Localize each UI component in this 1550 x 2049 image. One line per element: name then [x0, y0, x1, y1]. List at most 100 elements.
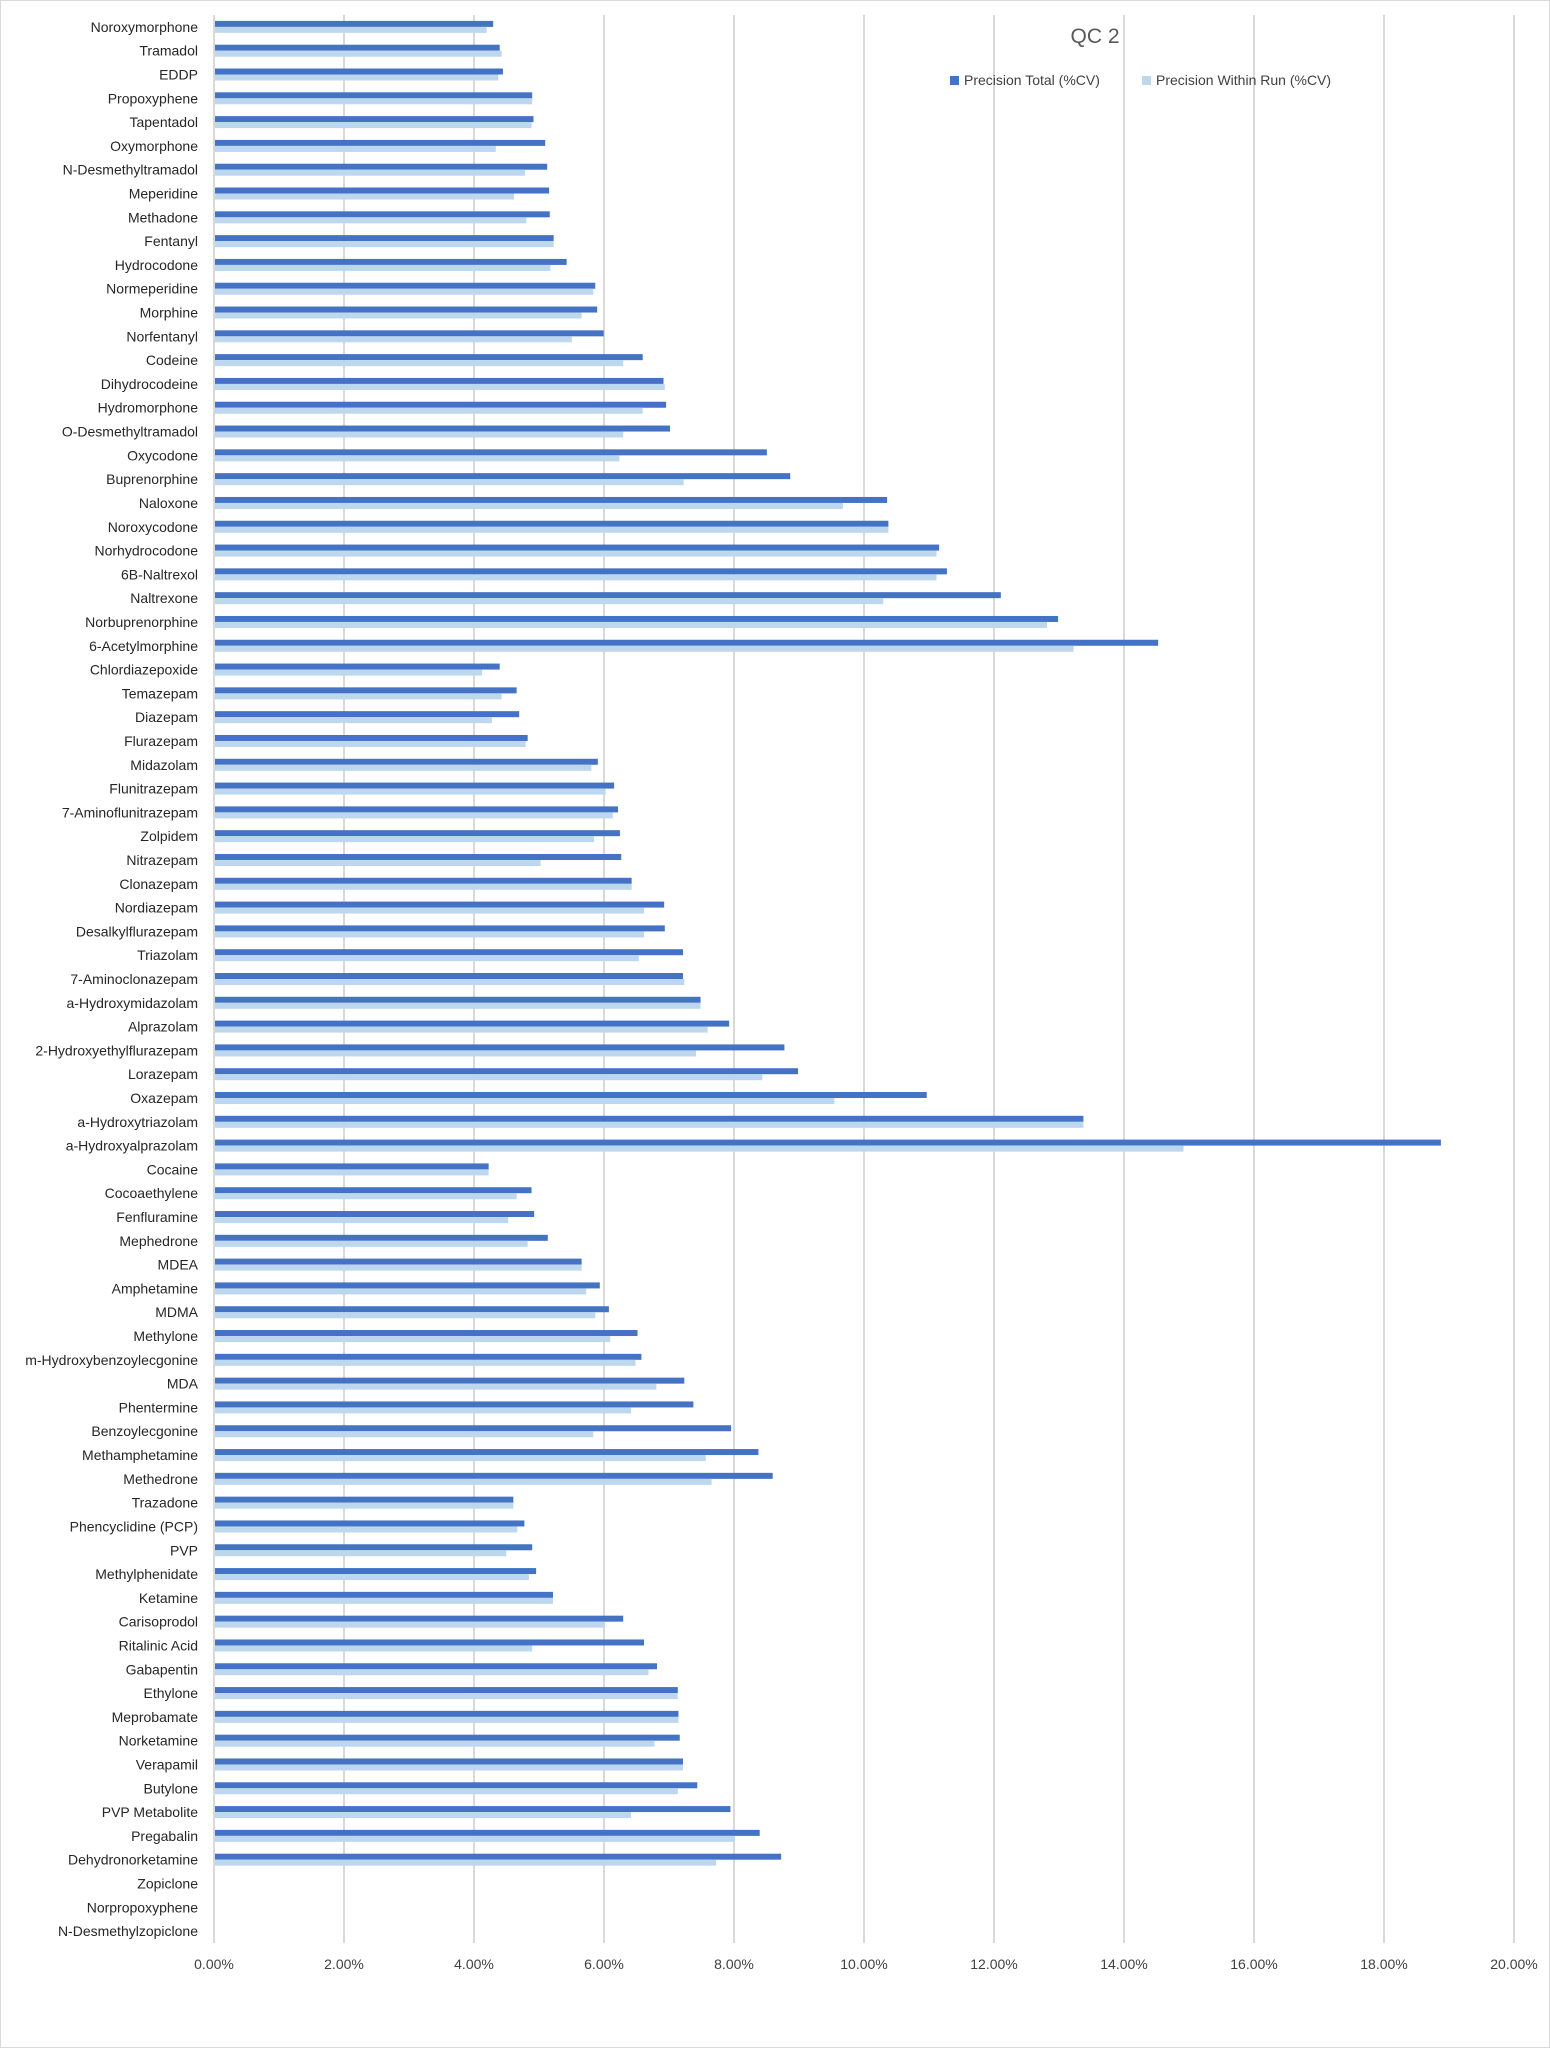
bar-precision-within-run — [215, 621, 1047, 628]
bar-precision-within-run — [215, 1669, 649, 1676]
bar-precision-total — [215, 853, 622, 860]
bar-precision-total — [215, 592, 1001, 599]
category-label: MDMA — [155, 1304, 198, 1320]
bar-precision-total — [215, 44, 500, 51]
category-labels: Noroxymorphone Tramadol EDDP Propoxyphene Ta… — [25, 19, 198, 1939]
bar-precision-within-run — [215, 526, 889, 533]
category-label: Verapamil — [136, 1756, 198, 1772]
bar-precision-within-run — [215, 1145, 1184, 1152]
bar-precision-total — [215, 1068, 799, 1075]
bar-precision-total — [215, 1758, 683, 1765]
bar-precision-within-run — [215, 1098, 835, 1105]
bar-precision-within-run — [215, 788, 606, 795]
bar-precision-within-run — [215, 26, 487, 33]
bar-precision-total — [215, 925, 665, 932]
legend: Precision Total (%CV) Precision Within R… — [950, 72, 1331, 88]
bar-precision-total — [215, 734, 528, 741]
category-label: Gabapentin — [126, 1661, 198, 1677]
bar-precision-within-run — [215, 1716, 679, 1723]
bar-precision-total — [215, 568, 947, 575]
bar-precision-within-run — [215, 74, 499, 81]
bar-precision-within-run — [215, 264, 551, 271]
bar-precision-within-run — [215, 288, 594, 295]
bar-precision-total — [215, 1687, 678, 1694]
category-label: EDDP — [159, 67, 198, 83]
bar-precision-total — [215, 235, 554, 242]
category-label: Morphine — [140, 305, 199, 321]
category-label: Cocaine — [147, 1161, 199, 1177]
category-label: Dehydronorketamine — [68, 1852, 198, 1868]
bar-precision-total — [215, 639, 1159, 646]
category-label: Tramadol — [139, 43, 198, 59]
bar-precision-within-run — [215, 193, 514, 200]
category-label: Methylone — [133, 1328, 198, 1344]
bar-precision-total — [215, 996, 701, 1003]
bar-precision-total — [215, 449, 767, 456]
bar-precision-within-run — [215, 1264, 582, 1271]
category-label: Hydrocodone — [115, 257, 198, 273]
bar-precision-within-run — [215, 1407, 631, 1414]
category-label: Dihydrocodeine — [101, 376, 198, 392]
chart-title: QC 2 — [1070, 25, 1119, 48]
bar-precision-total — [215, 1496, 514, 1503]
bar-precision-total — [215, 401, 667, 408]
category-label: Desalkylflurazepam — [76, 923, 198, 939]
category-label: Chlordiazepoxide — [90, 662, 198, 678]
category-label: Naloxone — [139, 495, 198, 511]
bar-precision-total — [215, 377, 664, 384]
bar-precision-total — [215, 282, 596, 289]
bar-precision-within-run — [215, 217, 527, 224]
bar-precision-within-run — [215, 1026, 708, 1033]
bar-precision-total — [215, 1282, 600, 1289]
bar-precision-total — [215, 1306, 609, 1313]
category-label: 6-Acetylmorphine — [89, 638, 198, 654]
bar-precision-within-run — [215, 1740, 655, 1747]
bar-precision-total — [215, 1092, 927, 1099]
bar-precision-total — [215, 973, 683, 979]
bar-precision-within-run — [215, 383, 665, 390]
bar-precision-total — [215, 782, 615, 789]
bar-precision-total — [215, 1330, 638, 1337]
bar-precision-within-run — [215, 883, 632, 890]
category-label: Nordiazepam — [115, 900, 198, 916]
bar-precision-within-run — [215, 1336, 611, 1343]
bar-precision-total — [215, 1544, 533, 1551]
bar-precision-within-run — [215, 859, 541, 866]
bar-precision-within-run — [215, 907, 644, 914]
bar-precision-total — [215, 354, 643, 361]
bar-precision-total — [215, 830, 620, 837]
category-label: Nitrazepam — [126, 852, 198, 868]
category-label: Ketamine — [139, 1590, 198, 1606]
category-label: Norfentanyl — [126, 328, 198, 344]
x-tick-labels: 0.00% 2.00% 4.00% 6.00% 8.00% 10.00% 12.00% 14.… — [194, 1956, 1538, 1972]
bar-precision-within-run — [215, 50, 502, 57]
category-label: N-Desmethylzopiclone — [58, 1923, 198, 1939]
bar-precision-within-run — [215, 1383, 657, 1390]
bar-precision-total — [215, 1568, 537, 1575]
bar-precision-total — [215, 615, 1059, 622]
bar-precision-total — [215, 1401, 694, 1408]
category-label: Ritalinic Acid — [119, 1637, 198, 1653]
category-label: 7-Aminoclonazepam — [70, 971, 198, 987]
bar-precision-within-run — [215, 1526, 518, 1533]
bar-precision-within-run — [215, 1312, 596, 1319]
bar-precision-within-run — [215, 1288, 587, 1295]
bar-precision-within-run — [215, 145, 496, 152]
bar-precision-total — [215, 1234, 548, 1241]
category-label: Norpropoxyphene — [87, 1899, 199, 1915]
bar-precision-within-run — [215, 1835, 735, 1842]
category-label: Hydromorphone — [98, 400, 199, 416]
bar-precision-within-run — [215, 1431, 594, 1438]
category-label: Alprazolam — [128, 1019, 198, 1035]
bar-precision-within-run — [215, 598, 884, 605]
bar-precision-within-run — [215, 1597, 553, 1604]
bar-precision-within-run — [215, 693, 502, 700]
x-tick-label: 12.00% — [970, 1956, 1017, 1972]
bar-precision-within-run — [215, 764, 592, 771]
bar-precision-within-run — [215, 1240, 528, 1247]
bar-precision-total — [215, 1163, 489, 1170]
category-label: 7-Aminoflunitrazepam — [62, 804, 198, 820]
category-label: Flunitrazepam — [109, 781, 198, 797]
category-label: N-Desmethyltramadol — [63, 162, 198, 178]
